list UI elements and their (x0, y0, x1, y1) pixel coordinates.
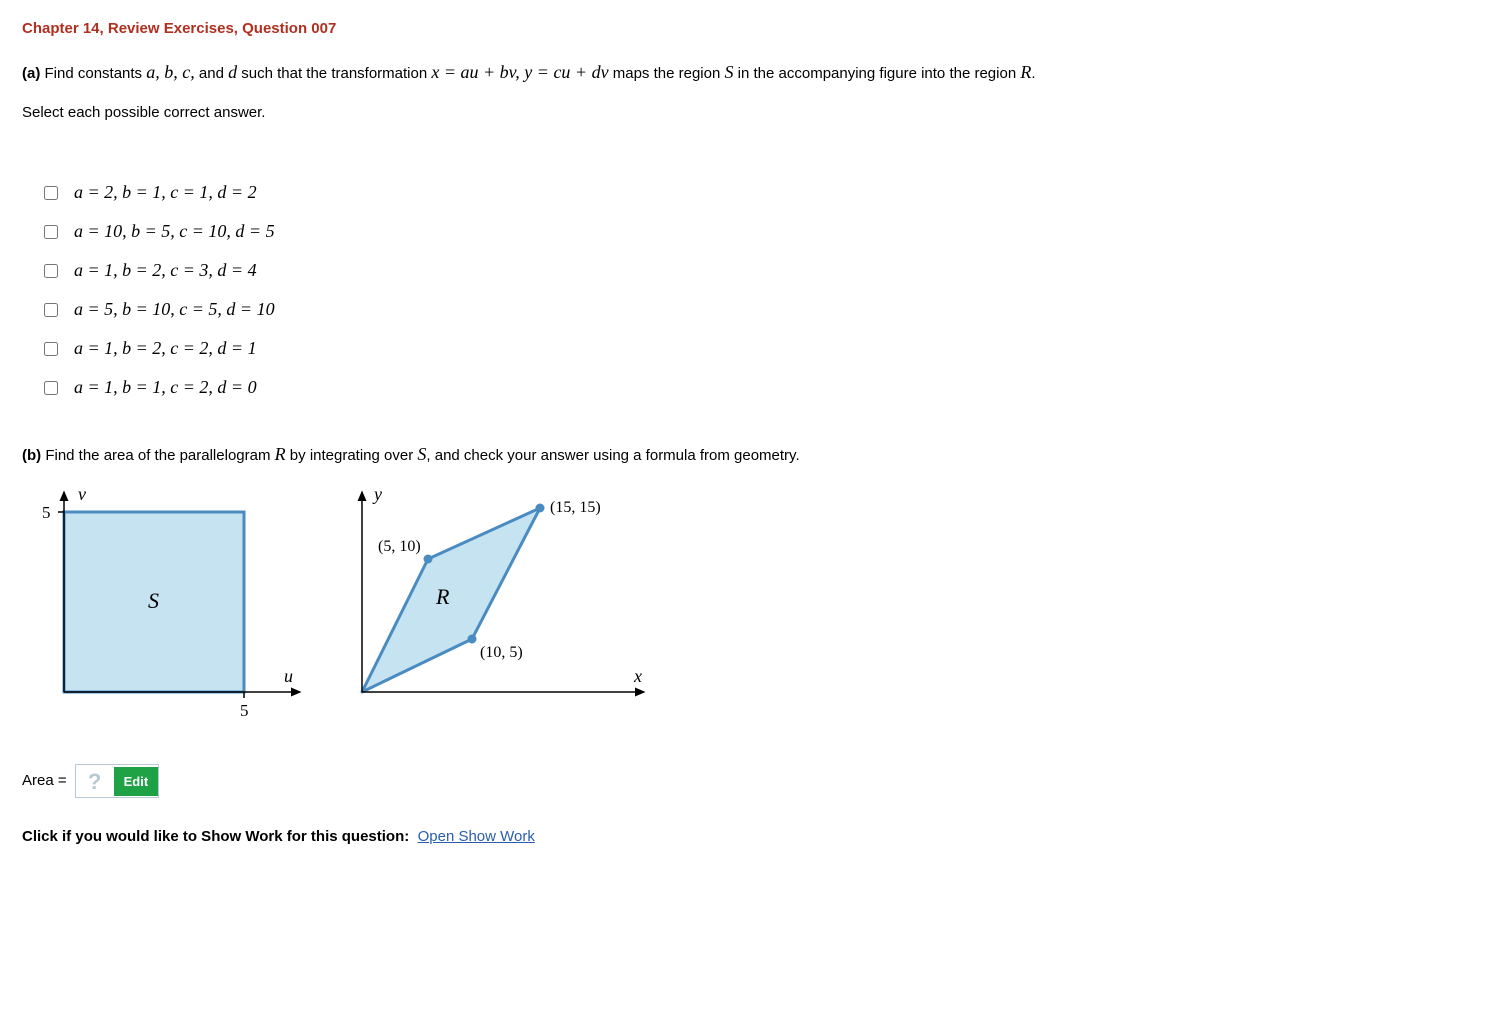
option-label-3: a = 5, b = 10, c = 5, d = 10 (74, 296, 275, 323)
option-label-0: a = 2, b = 1, c = 1, d = 2 (74, 179, 257, 206)
pa-txt1: Find constants (45, 65, 147, 82)
svg-text:v: v (78, 484, 86, 504)
pb-txt3: , and check your answer using a formula … (426, 447, 799, 464)
area-input-box[interactable]: ? Edit (75, 764, 160, 798)
option-checkbox-1[interactable] (44, 225, 58, 239)
option-checkbox-2[interactable] (44, 264, 58, 278)
show-work-text: Click if you would like to Show Work for… (22, 828, 409, 845)
part-a-prefix: (a) (22, 65, 45, 82)
part-a-question: (a) Find constants a, b, c, and d such t… (22, 59, 1464, 86)
pa-R: R (1020, 62, 1031, 82)
svg-text:(10, 5): (10, 5) (480, 644, 523, 661)
option-checkbox-4[interactable] (44, 342, 58, 356)
svg-text:(5, 10): (5, 10) (378, 538, 421, 555)
svg-text:R: R (435, 584, 450, 609)
option-label-4: a = 1, b = 2, c = 2, d = 1 (74, 335, 257, 362)
pa-txt2: such that the transformation (237, 65, 431, 82)
option-row: a = 1, b = 2, c = 3, d = 4 (40, 257, 1464, 284)
area-label: Area = (22, 770, 67, 793)
show-work-line: Click if you would like to Show Work for… (22, 826, 1464, 849)
option-label-2: a = 1, b = 2, c = 3, d = 4 (74, 257, 257, 284)
option-row: a = 10, b = 5, c = 10, d = 5 (40, 218, 1464, 245)
option-text-3: a = 5, b = 10, c = 5, d = 10 (74, 299, 275, 319)
select-instruction: Select each possible correct answer. (22, 102, 1464, 125)
option-text-2: a = 1, b = 2, c = 3, d = 4 (74, 260, 257, 280)
option-label-1: a = 10, b = 5, c = 10, d = 5 (74, 218, 275, 245)
pa-eq: x = au + bv, y = cu + dv (431, 62, 608, 82)
option-text-5: a = 1, b = 1, c = 2, d = 0 (74, 377, 257, 397)
pa-vars: a, b, c, (146, 62, 195, 82)
option-checkbox-5[interactable] (44, 381, 58, 395)
chapter-title: Chapter 14, Review Exercises, Question 0… (22, 18, 1464, 41)
answer-row: Area = ? Edit (22, 764, 1464, 798)
pa-period: . (1031, 65, 1035, 82)
svg-text:5: 5 (42, 503, 51, 522)
figure-r: y x R (10, 5) (15, 15) (5, 10) (342, 484, 662, 724)
svg-text:y: y (372, 484, 382, 504)
part-b-question: (b) Find the area of the parallelogram R… (22, 441, 1464, 468)
option-text-1: a = 10, b = 5, c = 10, d = 5 (74, 221, 275, 241)
svg-text:S: S (148, 588, 159, 613)
option-row: a = 5, b = 10, c = 5, d = 10 (40, 296, 1464, 323)
option-text-0: a = 2, b = 1, c = 1, d = 2 (74, 182, 257, 202)
pa-txt4: in the accompanying figure into the regi… (733, 65, 1020, 82)
answer-options: a = 2, b = 1, c = 1, d = 2 a = 10, b = 5… (40, 179, 1464, 401)
area-placeholder: ? (76, 765, 114, 798)
option-checkbox-0[interactable] (44, 186, 58, 200)
svg-text:u: u (284, 666, 293, 686)
pa-and: and (195, 65, 228, 82)
option-row: a = 2, b = 1, c = 1, d = 2 (40, 179, 1464, 206)
figures-row: v u S 5 5 y x R (10, 5) (15, 15) (5, 10) (22, 484, 1464, 724)
part-b-prefix: (b) (22, 447, 45, 464)
svg-text:(15, 15): (15, 15) (550, 499, 601, 516)
option-row: a = 1, b = 1, c = 2, d = 0 (40, 374, 1464, 401)
show-work-link[interactable]: Open Show Work (418, 828, 535, 845)
pa-d: d (228, 62, 237, 82)
pa-txt3: maps the region (609, 65, 725, 82)
svg-text:5: 5 (240, 701, 249, 720)
pb-txt1: Find the area of the parallelogram (45, 447, 274, 464)
option-checkbox-3[interactable] (44, 303, 58, 317)
option-text-4: a = 1, b = 2, c = 2, d = 1 (74, 338, 257, 358)
pb-txt2: by integrating over (286, 447, 418, 464)
svg-text:x: x (633, 666, 642, 686)
option-row: a = 1, b = 2, c = 2, d = 1 (40, 335, 1464, 362)
figure-s: v u S 5 5 (22, 484, 312, 724)
edit-button[interactable]: Edit (114, 767, 159, 796)
option-label-5: a = 1, b = 1, c = 2, d = 0 (74, 374, 257, 401)
pb-R: R (275, 444, 286, 464)
